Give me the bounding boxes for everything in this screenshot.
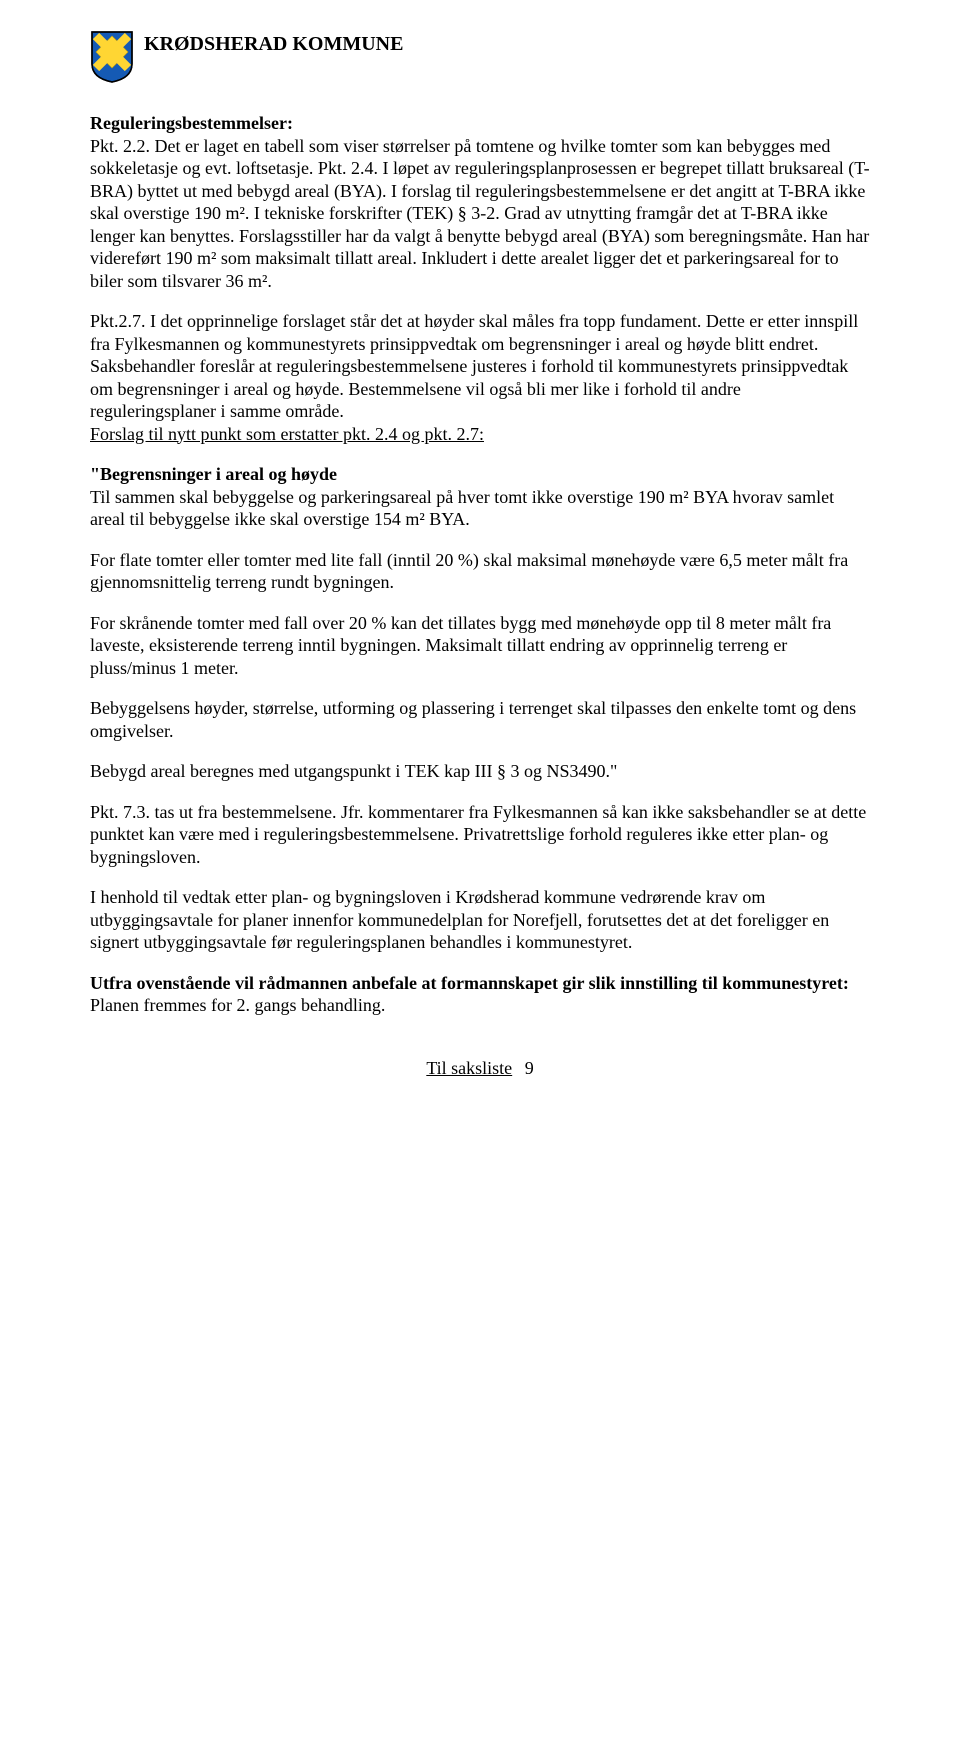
paragraph-6: Bebyggelsens høyder, størrelse, utformin… <box>90 697 870 742</box>
paragraph-10: Utfra ovenstående vil rådmannen anbefale… <box>90 972 870 1017</box>
paragraph-9: I henhold til vedtak etter plan- og bygn… <box>90 886 870 954</box>
paragraph-3-title: "Begrensninger i areal og høyde <box>90 464 337 484</box>
paragraph-1: Reguleringsbestemmelser: Pkt. 2.2. Det e… <box>90 112 870 292</box>
paragraph-1-title: Reguleringsbestemmelser: <box>90 113 293 133</box>
paragraph-2c: Forslag til nytt punkt som erstatter pkt… <box>90 424 484 444</box>
document-header: KRØDSHERAD KOMMUNE <box>90 30 870 84</box>
paragraph-2a: Pkt.2.7. I det opprinnelige forslaget st… <box>90 311 858 354</box>
paragraph-3-body: Til sammen skal bebyggelse og parkerings… <box>90 487 834 530</box>
header-title: KRØDSHERAD KOMMUNE <box>144 30 403 57</box>
paragraph-8: Pkt. 7.3. tas ut fra bestemmelsene. Jfr.… <box>90 801 870 869</box>
paragraph-2b: Saksbehandler foreslår at reguleringsbes… <box>90 356 848 421</box>
paragraph-2: Pkt.2.7. I det opprinnelige forslaget st… <box>90 310 870 445</box>
document-page: KRØDSHERAD KOMMUNE Reguleringsbestemmels… <box>0 0 960 1119</box>
paragraph-10-title: Utfra ovenstående vil rådmannen anbefale… <box>90 973 849 993</box>
paragraph-1-body: Pkt. 2.2. Det er laget en tabell som vis… <box>90 136 870 291</box>
paragraph-10-body: Planen fremmes for 2. gangs behandling. <box>90 995 385 1015</box>
footer: Til saksliste 9 <box>90 1057 870 1080</box>
municipality-crest-icon <box>90 30 134 84</box>
paragraph-4: For flate tomter eller tomter med lite f… <box>90 549 870 594</box>
page-number: 9 <box>525 1058 534 1078</box>
paragraph-7: Bebygd areal beregnes med utgangspunkt i… <box>90 760 870 783</box>
paragraph-3: "Begrensninger i areal og høyde Til samm… <box>90 463 870 531</box>
paragraph-5: For skrånende tomter med fall over 20 % … <box>90 612 870 680</box>
footer-link[interactable]: Til saksliste <box>426 1058 512 1078</box>
